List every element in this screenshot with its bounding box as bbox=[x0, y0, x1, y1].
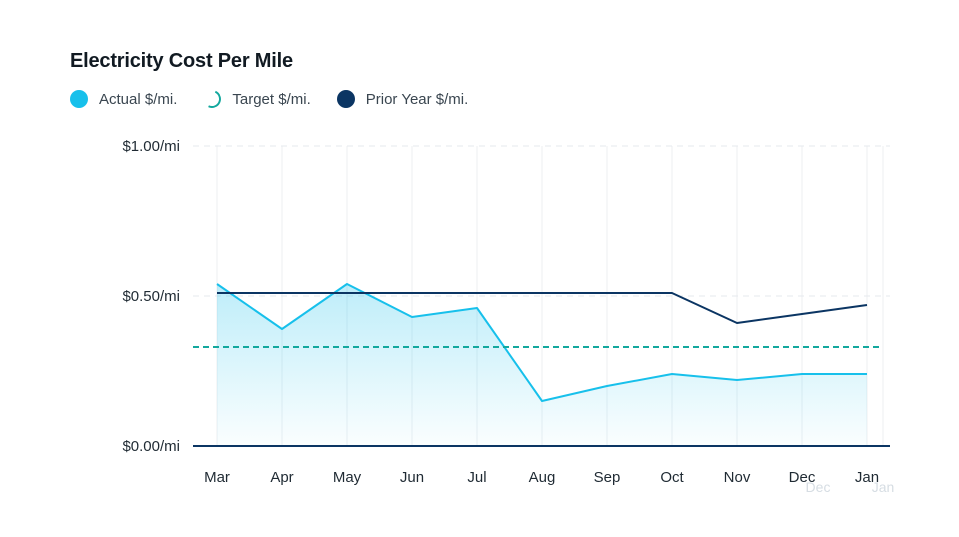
x-tick-label: Dec bbox=[789, 469, 816, 486]
x-tick-label: Mar bbox=[204, 469, 230, 486]
x-tick-label: Aug bbox=[529, 469, 556, 486]
ghost-x-tick-label: Dec bbox=[806, 479, 831, 495]
legend-item-actual[interactable]: Actual $/mi. bbox=[70, 90, 177, 108]
y-tick-label: $1.00/mi bbox=[122, 138, 180, 155]
actual-series-line bbox=[216, 283, 867, 402]
series-lines bbox=[193, 283, 879, 402]
legend-label-actual: Actual $/mi. bbox=[99, 90, 178, 108]
x-tick-label: Jul bbox=[467, 469, 486, 486]
x-tick-label: Sep bbox=[594, 469, 621, 486]
legend-label-target: Target $/mi. bbox=[232, 90, 311, 108]
ghost-x-tick-label: Jan bbox=[872, 479, 895, 495]
x-tick-label: Jan bbox=[855, 469, 879, 486]
x-tick-label: Nov bbox=[724, 469, 751, 486]
y-tick-label: $0.00/mi bbox=[122, 438, 180, 455]
x-tick-label: Apr bbox=[270, 469, 293, 486]
x-tick-label: May bbox=[333, 469, 362, 486]
chart-legend: Actual $/mi. Target $/mi. Prior Year $/m… bbox=[70, 87, 494, 111]
legend-label-prior-year: Prior Year $/mi. bbox=[365, 90, 469, 108]
actual-area-fill bbox=[217, 284, 867, 446]
y-tick-label: $0.50/mi bbox=[122, 288, 180, 305]
legend-item-target[interactable]: Target $/mi. bbox=[200, 87, 311, 111]
prior-year-series-line bbox=[217, 292, 868, 324]
x-tick-label: Jun bbox=[400, 469, 424, 486]
actual-legend-dot-icon bbox=[70, 90, 88, 108]
prior-year-legend-dot-icon bbox=[336, 90, 355, 108]
chart-title: Electricity Cost Per Mile bbox=[70, 50, 293, 72]
actual-area bbox=[217, 284, 867, 446]
legend-item-prior-year[interactable]: Prior Year $/mi. bbox=[336, 90, 469, 108]
axes: $1.00/mi $0.50/mi $0.00/mi Mar Apr May Jun Jul A… bbox=[122, 138, 894, 495]
x-tick-label: Oct bbox=[660, 469, 684, 486]
